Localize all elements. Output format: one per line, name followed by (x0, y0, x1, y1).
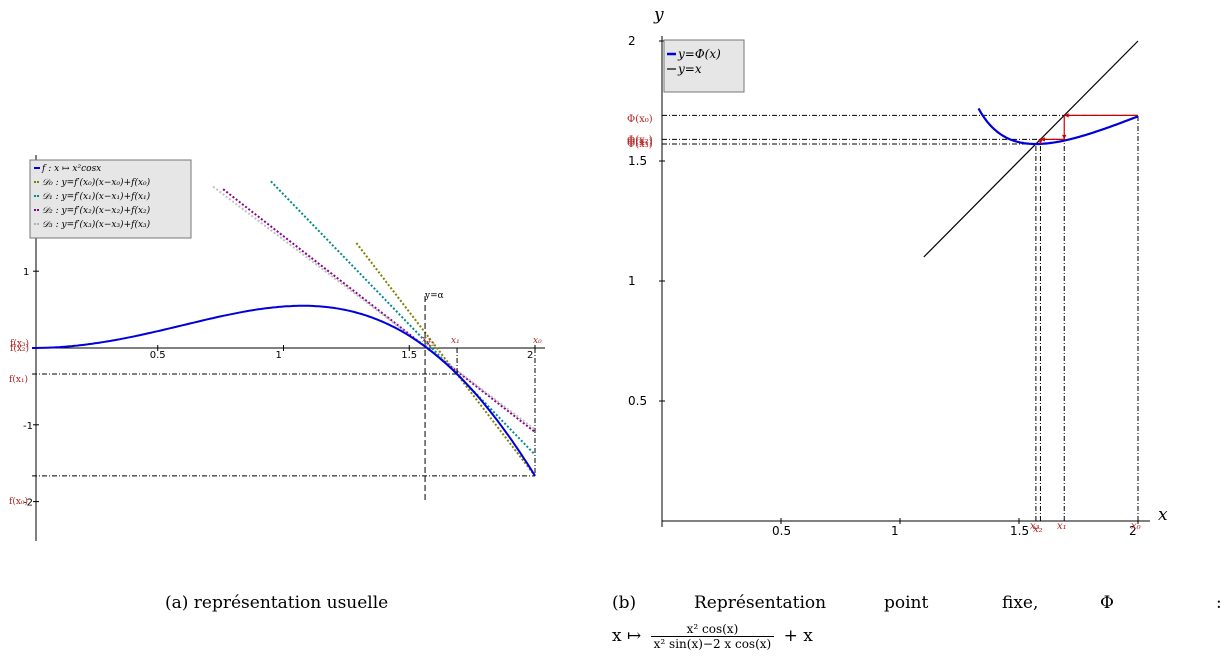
x-tick-label-b: 1.5 (1010, 524, 1029, 538)
caption-b-line2: x ↦ x² cos(x) x² sin(x)−2 x cos(x) + x (612, 622, 813, 651)
legend-label-a: 𝒟₂ : y=f′(x₂)(x−x₂)+f(x₂) (42, 205, 151, 216)
caption-b-word: fixe, (1002, 593, 1039, 613)
phi-iterate-label: Φ(x₀) (627, 114, 653, 125)
x-tick-label-a: 2 (527, 350, 533, 361)
caption-b-word: Représentation (694, 593, 827, 613)
caption-b-word: : (1216, 593, 1222, 613)
tangent-line (355, 242, 536, 477)
legend-label-a: 𝒟₃ : y=f′(x₃)(x−x₃)+f(x₃) (42, 219, 151, 230)
caption-b-word: Φ (1100, 593, 1114, 613)
caption-b-map: x ↦ (612, 626, 642, 646)
y-tick-label-b: 2 (628, 34, 636, 48)
x-iterate-label-a: x₃ (422, 335, 431, 345)
x-iterate-label-b: x₁ (1057, 521, 1067, 532)
legend-box-a (29, 159, 192, 239)
y-tick-label-b: 0.5 (628, 394, 647, 408)
legend-box-b (663, 39, 745, 93)
f-iterate-label: f(x₃) (10, 338, 29, 349)
caption-b-fraction: x² cos(x) x² sin(x)−2 x cos(x) (650, 622, 775, 651)
legend-label-a: 𝒟₁ : y=f′(x₁)(x−x₁)+f(x₁) (42, 191, 151, 202)
y-tick-label-a: -1 (23, 421, 33, 432)
x-tick-label-b: 0.5 (772, 524, 791, 538)
x-tick-label-b: 2 (1129, 524, 1137, 538)
x-iterate-label-b: x₃ (1030, 521, 1040, 532)
y-axis-label-b: y (653, 5, 664, 25)
tangent-line (212, 185, 536, 431)
x-axis-label-b: x (1158, 505, 1168, 525)
caption-b-tail: + x (783, 626, 813, 646)
legend-label-a: 𝒟₀ : y=f′(x₀)(x−x₀)+f(x₀) (42, 177, 151, 188)
f-iterate-label: f(x₂) (10, 343, 29, 354)
x-iterate-label-b: x₂ (1033, 524, 1043, 535)
tangent-line (222, 188, 536, 433)
caption-b-word: point (884, 593, 929, 613)
identity-line (923, 40, 1139, 258)
x-tick-label-a: 1.5 (401, 350, 417, 361)
curve-f (32, 304, 536, 477)
x-iterate-label-a: x₂ (426, 339, 435, 349)
caption-b-numerator: x² cos(x) (650, 622, 775, 637)
cobweb-arrowhead (1062, 134, 1067, 140)
caption-a: (a) représentation usuelle (165, 593, 389, 613)
x-iterate-label-b: x₀ (1131, 521, 1141, 532)
phi-iterate-label: Φ(x₂) (627, 135, 653, 146)
cobweb-arrowhead (1040, 137, 1045, 142)
legend-label-b: y=Φ(x) (677, 47, 721, 61)
f-iterate-label: f(x₀) (9, 496, 28, 507)
y-tick-label-b: 1 (628, 274, 636, 288)
x-tick-label-a: 1 (276, 350, 282, 361)
x-tick-label-a: 0.5 (150, 350, 166, 361)
legend-label-b: y=x (677, 62, 702, 76)
x-iterate-label-a: x₀ (533, 336, 542, 346)
cobweb-arrowhead (1038, 139, 1043, 144)
cobweb-arrowhead (1064, 113, 1069, 118)
phi-iterate-label: Φ(x₁) (627, 137, 653, 148)
y-tick-label-b: 1.5 (628, 154, 647, 168)
caption-b-label: (b) (612, 593, 637, 613)
tangent-line (270, 180, 536, 456)
f-iterate-label: f(x₁) (9, 374, 28, 385)
legend-label-a: f : x ↦ x²cosx (41, 164, 101, 174)
x-iterate-label-a: x₁ (451, 336, 460, 346)
curve-phi (977, 107, 1139, 146)
x-tick-label-b: 1 (891, 524, 899, 538)
root-label: y=α (424, 291, 444, 301)
y-tick-label-a: -2 (23, 498, 33, 509)
phi-iterate-label: Φ(x₃) (627, 139, 653, 150)
caption-b-denominator: x² sin(x)−2 x cos(x) (653, 637, 772, 651)
y-tick-label-a: 1 (23, 267, 29, 278)
